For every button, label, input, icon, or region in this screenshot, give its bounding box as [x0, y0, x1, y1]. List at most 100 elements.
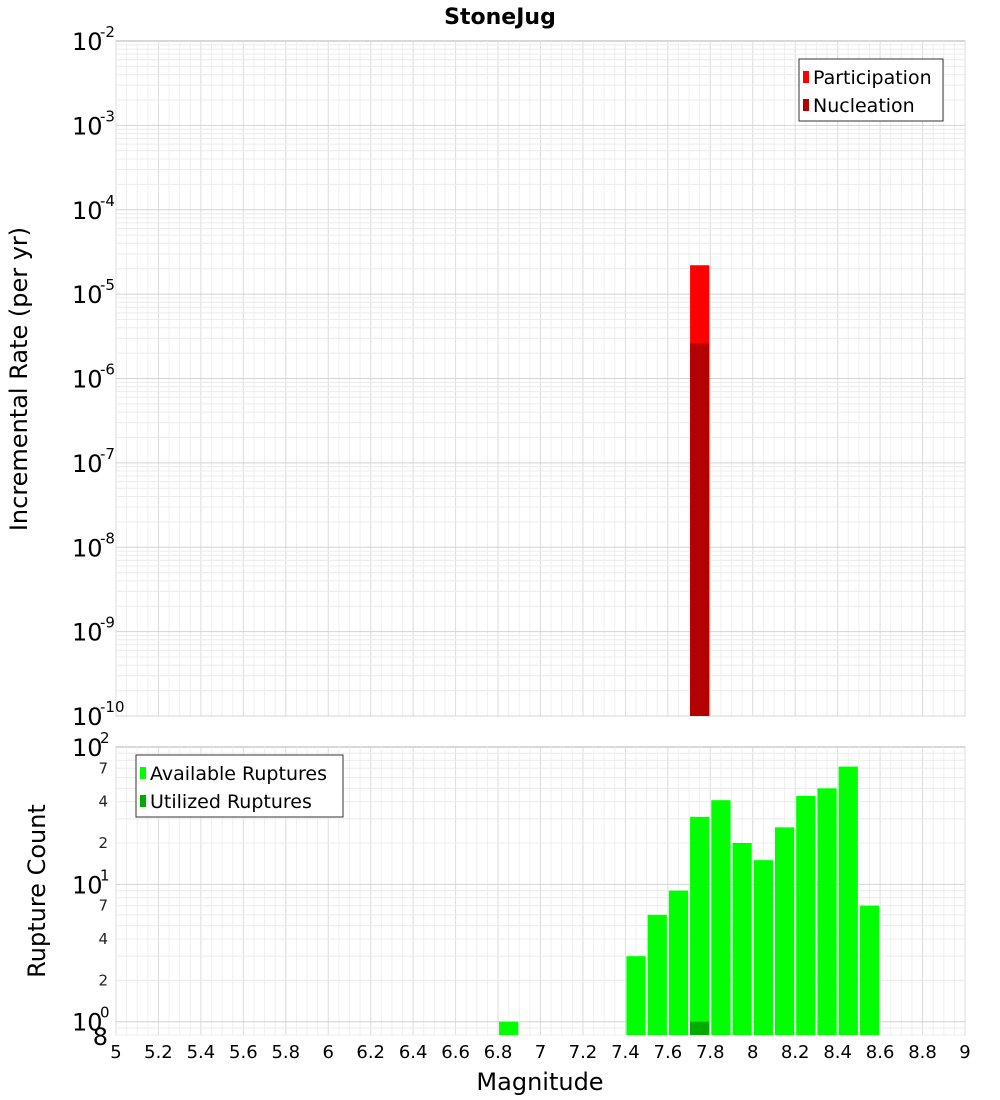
y-minor-tick-label: 4	[98, 793, 108, 811]
legend-item: Available Ruptures	[140, 763, 327, 785]
y-tick-label: 101	[72, 866, 110, 899]
bar-available-ruptures	[732, 843, 752, 1035]
y-tick-base: 10	[72, 703, 103, 731]
y-tick-label: 10-9	[72, 614, 115, 647]
legend-box	[135, 754, 344, 818]
y-minor-tick-label: 7	[98, 759, 108, 777]
y-tick-exponent: -7	[100, 445, 115, 463]
bar-available-ruptures	[838, 766, 858, 1035]
legend-label: Utilized Ruptures	[150, 791, 312, 813]
bar-utilized-ruptures	[690, 1021, 710, 1035]
x-tick-label: 8.2	[781, 1042, 810, 1063]
bar-available-ruptures	[711, 800, 731, 1035]
y-tick-base: 10	[72, 1009, 103, 1037]
y-tick-label: 10-5	[72, 276, 115, 309]
bar-available-ruptures	[774, 827, 795, 1035]
y-tick-base: 10	[72, 366, 103, 394]
bar-available-ruptures	[647, 914, 667, 1035]
y-tick-label: 10-8	[72, 529, 115, 562]
y-tick-label: 10-7	[72, 445, 115, 478]
y-tick-label: 10-4	[72, 192, 115, 225]
y-tick-exponent: -4	[100, 192, 115, 210]
x-tick-label: 9	[959, 1042, 970, 1063]
bottom-legend: Available Ruptures Utilized Ruptures	[135, 754, 344, 818]
y-tick-exponent: 0	[100, 1004, 110, 1022]
top-grid	[115, 41, 966, 717]
x-tick-label: 5	[110, 1042, 121, 1063]
bar-available-ruptures	[753, 860, 773, 1035]
y-tick-label: 10-10	[72, 698, 125, 731]
y-tick-base: 10	[72, 871, 103, 899]
x-tick-label: 8.6	[866, 1042, 895, 1063]
bottom-bars	[499, 766, 880, 1035]
x-tick-label: 6	[323, 1042, 334, 1063]
x-tick-label: 5.2	[144, 1042, 173, 1063]
y-tick-exponent: -8	[100, 529, 115, 547]
y-tick-base: 10	[72, 534, 103, 562]
y-tick-exponent: -5	[100, 276, 115, 294]
top-legend: Participation Nucleation	[798, 58, 944, 122]
x-axis-label: Magnitude	[476, 1068, 603, 1096]
legend-label: Participation	[813, 67, 932, 89]
x-tick-label: 6.2	[356, 1042, 385, 1063]
y-tick-label: 10-3	[72, 107, 115, 140]
legend-label: Nucleation	[813, 95, 915, 117]
x-tick-label: 8.8	[908, 1042, 937, 1063]
x-tick-label: 7.6	[654, 1042, 683, 1063]
bar-available-ruptures	[499, 1021, 519, 1035]
x-tick-label: 7.4	[611, 1042, 640, 1063]
x-tick-label: 7.2	[569, 1042, 598, 1063]
y-tick-base: 10	[72, 734, 103, 762]
y-tick-exponent: -10	[100, 698, 125, 716]
bar-available-ruptures	[626, 956, 646, 1035]
y-tick-exponent: -2	[100, 23, 115, 41]
x-tick-label: 6.6	[441, 1042, 470, 1063]
x-tick-label: 5.6	[229, 1042, 258, 1063]
y-tick-exponent: -9	[100, 614, 115, 632]
bar-available-ruptures	[859, 905, 880, 1035]
bar-available-ruptures	[668, 890, 689, 1035]
bar-available-ruptures	[796, 795, 816, 1035]
y-tick-exponent: -6	[100, 361, 115, 379]
y-minor-tick-label: 2	[98, 971, 108, 989]
y-tick-label: 100	[72, 1004, 110, 1037]
y-tick-base: 10	[72, 28, 103, 56]
x-tick-label: 6.8	[484, 1042, 513, 1063]
y-minor-tick-label: 2	[98, 834, 108, 852]
legend-swatch	[803, 99, 809, 111]
top-y-axis-label: Incremental Rate (per yr)	[5, 227, 33, 531]
bottom-y-axis-label: Rupture Count	[23, 804, 51, 978]
y-tick-base: 10	[72, 197, 103, 225]
legend-box	[798, 58, 944, 122]
y-tick-base: 10	[72, 619, 103, 647]
y-tick-base: 10	[72, 450, 103, 478]
legend-swatch	[140, 767, 146, 779]
y-tick-label: 10-2	[72, 23, 115, 56]
y-minor-tick-label: 4	[98, 930, 108, 948]
x-tick-label: 7.8	[696, 1042, 725, 1063]
y-minor-tick-label: 7	[98, 897, 108, 915]
y-tick-base: 10	[72, 281, 103, 309]
x-tick-label: 7	[535, 1042, 546, 1063]
y-tick-base: 10	[72, 112, 103, 140]
x-tick-label: 8.4	[823, 1042, 852, 1063]
x-tick-label: 8	[747, 1042, 758, 1063]
y-tick-label: 102	[72, 729, 110, 762]
top-bars	[690, 265, 710, 716]
legend-label: Available Ruptures	[150, 763, 327, 785]
bar-available-ruptures	[690, 816, 710, 1035]
x-tick-label: 5.8	[271, 1042, 300, 1063]
x-tick-label: 6.4	[399, 1042, 428, 1063]
y-tick-exponent: 1	[100, 866, 110, 884]
chart-title: StoneJug	[444, 5, 556, 30]
bar-available-ruptures	[817, 788, 837, 1035]
legend-item: Utilized Ruptures	[140, 791, 312, 813]
legend-item: Participation	[803, 67, 932, 89]
y-minor-tick-label: 8	[93, 1023, 108, 1051]
y-tick-label: 10-6	[72, 361, 115, 394]
legend-swatch	[803, 71, 809, 83]
